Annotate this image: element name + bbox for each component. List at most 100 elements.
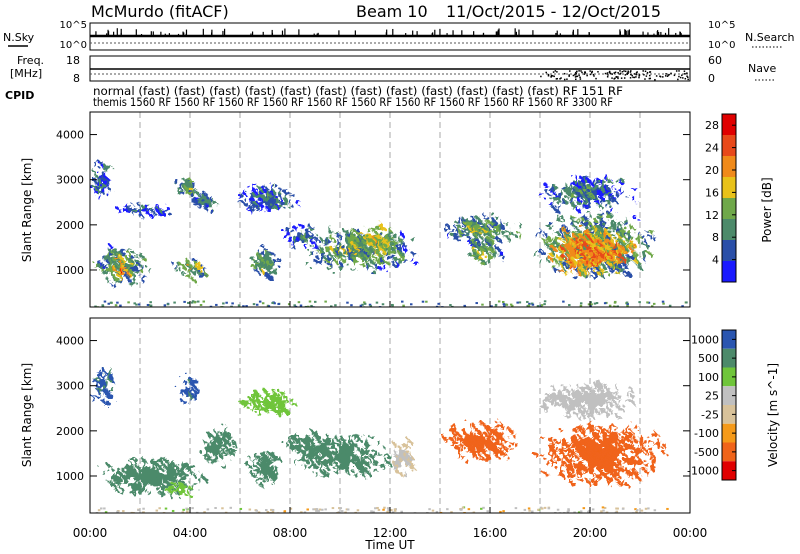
data-cell bbox=[579, 435, 583, 440]
data-cell bbox=[383, 506, 386, 509]
data-cell bbox=[163, 483, 168, 488]
data-cell bbox=[194, 263, 198, 268]
data-cell bbox=[608, 304, 612, 307]
data-cell bbox=[570, 182, 575, 187]
data-cell bbox=[581, 186, 586, 191]
data-cell bbox=[607, 253, 611, 258]
data-cell bbox=[367, 262, 371, 267]
data-cell bbox=[263, 247, 267, 252]
data-cell bbox=[603, 506, 607, 509]
data-cell bbox=[484, 215, 488, 220]
data-cell bbox=[310, 304, 313, 307]
colorbar-segment bbox=[722, 367, 736, 387]
data-cell bbox=[643, 243, 648, 248]
data-cell bbox=[163, 457, 168, 463]
data-cell bbox=[567, 189, 572, 194]
data-cell bbox=[596, 239, 601, 244]
data-cell bbox=[588, 246, 592, 251]
data-cell bbox=[583, 250, 587, 255]
data-cell bbox=[612, 453, 616, 458]
data-cell bbox=[106, 373, 111, 378]
data-cell bbox=[495, 421, 499, 426]
data-cell bbox=[613, 246, 617, 252]
data-cell bbox=[278, 197, 282, 202]
data-cell bbox=[537, 508, 540, 511]
data-cell bbox=[435, 510, 439, 513]
data-cell bbox=[567, 395, 572, 400]
data-cell bbox=[562, 246, 567, 252]
data-cell bbox=[252, 257, 256, 263]
data-cell bbox=[218, 441, 223, 446]
data-cell bbox=[591, 243, 595, 248]
data-cell bbox=[540, 453, 544, 458]
data-cell bbox=[598, 453, 602, 458]
data-cell bbox=[572, 260, 576, 265]
data-cell bbox=[158, 483, 162, 488]
data-cell bbox=[194, 380, 198, 385]
data-cell bbox=[128, 461, 132, 466]
data-cell bbox=[306, 434, 310, 439]
data-cell bbox=[375, 266, 379, 271]
data-cell bbox=[599, 218, 603, 223]
data-cell bbox=[565, 463, 569, 469]
data-cell bbox=[331, 255, 335, 260]
colorbar-segment bbox=[722, 330, 736, 349]
data-cell bbox=[265, 509, 268, 512]
data-cell bbox=[328, 266, 332, 271]
data-cell bbox=[601, 460, 605, 465]
data-cell bbox=[311, 438, 316, 443]
data-cell bbox=[599, 211, 603, 216]
data-cell bbox=[263, 257, 267, 263]
data-cell bbox=[377, 241, 382, 246]
data-cell bbox=[216, 448, 220, 453]
data-cell bbox=[560, 214, 564, 220]
nave-dot bbox=[575, 78, 577, 81]
data-cell bbox=[158, 457, 162, 463]
data-cell bbox=[604, 271, 609, 276]
data-cell bbox=[269, 261, 273, 266]
data-cell bbox=[579, 302, 583, 305]
data-cell bbox=[445, 229, 449, 234]
data-cell bbox=[314, 445, 318, 451]
data-cell bbox=[486, 435, 491, 440]
data-cell bbox=[475, 442, 480, 447]
data-cell bbox=[103, 380, 108, 385]
data-cell bbox=[378, 247, 382, 253]
data-cell bbox=[311, 457, 316, 462]
data-cell bbox=[131, 205, 135, 210]
data-cell bbox=[464, 442, 469, 447]
data-cell bbox=[328, 240, 332, 245]
data-cell bbox=[397, 244, 402, 249]
data-cell bbox=[98, 195, 102, 200]
data-cell bbox=[306, 262, 310, 267]
data-cell bbox=[320, 464, 324, 470]
data-cell bbox=[587, 435, 591, 440]
data-cell bbox=[359, 304, 363, 307]
data-cell bbox=[565, 186, 569, 191]
data-cell bbox=[576, 413, 580, 418]
data-cell bbox=[585, 246, 590, 251]
data-cell bbox=[606, 428, 611, 433]
data-cell bbox=[411, 251, 416, 256]
data-cell bbox=[604, 175, 608, 180]
data-cell bbox=[136, 465, 140, 470]
data-cell bbox=[384, 453, 388, 459]
data-cell bbox=[390, 303, 394, 306]
data-cell bbox=[582, 467, 586, 472]
data-cell bbox=[221, 433, 225, 439]
data-cell bbox=[191, 267, 195, 272]
data-cell bbox=[624, 257, 628, 262]
data-cell bbox=[339, 255, 343, 260]
data-cell bbox=[345, 229, 349, 234]
data-cell bbox=[325, 446, 330, 451]
data-cell bbox=[185, 267, 190, 272]
data-cell bbox=[492, 229, 496, 234]
data-cell bbox=[473, 219, 477, 224]
data-cell bbox=[118, 271, 123, 277]
nave-dot bbox=[613, 72, 616, 74]
data-cell bbox=[456, 446, 460, 451]
data-cell bbox=[588, 268, 592, 273]
data-cell bbox=[253, 184, 258, 189]
data-cell bbox=[362, 468, 366, 473]
data-cell bbox=[590, 477, 594, 483]
